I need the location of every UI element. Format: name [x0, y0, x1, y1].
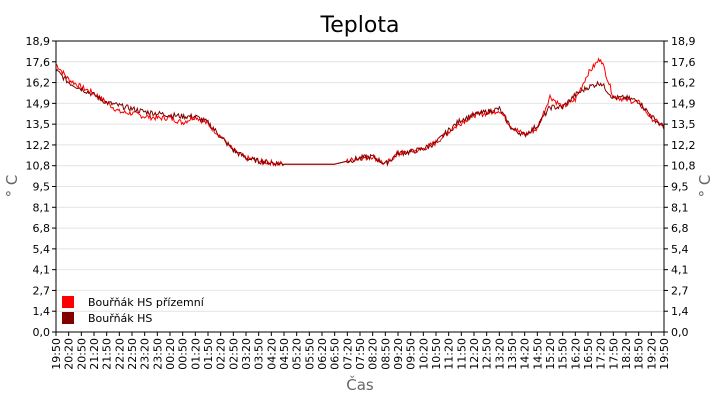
y-tick-label-left: 14,9 — [26, 97, 51, 110]
x-tick-label: 15:50 — [557, 338, 570, 370]
x-tick-label: 09:20 — [392, 338, 405, 370]
x-tick-label: 03:50 — [253, 338, 266, 370]
y-tick-label-right: 1,4 — [671, 305, 689, 318]
x-tick-label: 08:50 — [379, 338, 392, 370]
x-tick-label: 23:50 — [151, 338, 164, 370]
x-tick-label: 06:50 — [329, 338, 342, 370]
legend-label: Bouřňák HS — [88, 312, 152, 325]
x-tick-label: 05:20 — [291, 338, 304, 370]
x-tick-label: 22:20 — [113, 338, 126, 370]
y-tick-label-right: 9,5 — [671, 181, 689, 194]
x-tick-label: 01:20 — [189, 338, 202, 370]
y-tick-label-left: 13,5 — [26, 118, 51, 131]
x-tick-label: 21:20 — [88, 338, 101, 370]
x-tick-label: 00:50 — [177, 338, 190, 370]
grid-lines — [56, 40, 664, 333]
legend-swatch — [62, 312, 74, 324]
x-tick-label: 14:20 — [519, 338, 532, 370]
y-tick-label-left: 18,9 — [26, 35, 51, 48]
x-tick-label: 11:20 — [443, 338, 456, 370]
axes: 0,0 0,0 1,4 1,4 2,7 2,7 4,1 4,1 5,4 5,4 6,8 6,8 8,1 8… — [26, 35, 696, 370]
y-axis-label-right: ° C — [696, 175, 714, 198]
x-tick-label: 05:50 — [303, 338, 316, 370]
x-tick-label: 13:20 — [493, 338, 506, 370]
x-tick-label: 03:20 — [240, 338, 253, 370]
x-tick-label: 04:20 — [265, 338, 278, 370]
y-tick-label-right: 16,2 — [671, 77, 696, 90]
x-tick-label: 13:50 — [506, 338, 519, 370]
x-tick-label: 00:20 — [164, 338, 177, 370]
x-tick-label: 02:50 — [227, 338, 240, 370]
x-tick-label: 08:20 — [367, 338, 380, 370]
x-tick-label: 19:50 — [658, 338, 671, 370]
legend: Bouřňák HS přízemní Bouřňák HS — [62, 296, 205, 325]
legend-swatch — [62, 296, 74, 308]
y-tick-label-right: 6,8 — [671, 222, 689, 235]
x-axis-label: Čas — [346, 375, 374, 394]
x-tick-label: 14:50 — [531, 338, 544, 370]
y-tick-label-left: 5,4 — [33, 243, 51, 256]
x-tick-label: 23:20 — [139, 338, 152, 370]
y-tick-label-right: 14,9 — [671, 97, 696, 110]
x-tick-label: 01:50 — [202, 338, 215, 370]
y-tick-label-left: 9,5 — [33, 181, 51, 194]
y-tick-label-left: 1,4 — [33, 305, 51, 318]
y-tick-label-left: 0,0 — [33, 326, 51, 339]
y-tick-label-left: 17,6 — [26, 56, 51, 69]
x-tick-label: 10:20 — [417, 338, 430, 370]
x-tick-label: 19:50 — [50, 338, 63, 370]
y-tick-label-right: 0,0 — [671, 326, 689, 339]
y-tick-label-right: 17,6 — [671, 56, 696, 69]
x-tick-label: 06:20 — [316, 338, 329, 370]
x-tick-label: 17:50 — [607, 338, 620, 370]
x-tick-label: 19:20 — [645, 338, 658, 370]
x-tick-label: 22:50 — [126, 338, 139, 370]
y-tick-label-right: 10,8 — [671, 160, 696, 173]
x-tick-label: 21:50 — [101, 338, 114, 370]
x-tick-label: 20:20 — [63, 338, 76, 370]
y-tick-label-right: 12,2 — [671, 139, 696, 152]
y-tick-label-left: 2,7 — [33, 284, 51, 297]
y-tick-label-left: 10,8 — [26, 160, 51, 173]
x-tick-label: 09:50 — [405, 338, 418, 370]
y-tick-label-right: 8,1 — [671, 201, 689, 214]
y-tick-label-right: 5,4 — [671, 243, 689, 256]
x-tick-label: 12:20 — [468, 338, 481, 370]
x-tick-label: 04:50 — [278, 338, 291, 370]
series-line-1 — [55, 68, 665, 167]
plot-frame — [55, 40, 665, 333]
x-tick-label: 15:20 — [544, 338, 557, 370]
legend-label: Bouřňák HS přízemní — [88, 296, 205, 309]
x-tick-label: 11:50 — [455, 338, 468, 370]
y-tick-label-right: 2,7 — [671, 284, 689, 297]
y-tick-label-right: 4,1 — [671, 264, 689, 277]
x-tick-label: 16:20 — [569, 338, 582, 370]
y-tick-label-left: 16,2 — [26, 77, 51, 90]
x-tick-label: 18:20 — [620, 338, 633, 370]
y-tick-label-right: 18,9 — [671, 35, 696, 48]
y-tick-label-left: 12,2 — [26, 139, 51, 152]
x-tick-label: 12:50 — [481, 338, 494, 370]
x-tick-label: 02:20 — [215, 338, 228, 370]
y-tick-label-left: 8,1 — [33, 201, 51, 214]
chart-title: Teplota — [320, 13, 400, 38]
y-tick-label-right: 13,5 — [671, 118, 696, 131]
x-tick-label: 20:50 — [75, 338, 88, 370]
series-line-0 — [55, 57, 665, 167]
x-tick-label: 16:50 — [582, 338, 595, 370]
x-tick-label: 18:50 — [633, 338, 646, 370]
y-tick-label-left: 6,8 — [33, 222, 51, 235]
y-axis-label-left: ° C — [3, 175, 21, 198]
x-tick-label: 10:50 — [430, 338, 443, 370]
x-tick-label: 17:20 — [595, 338, 608, 370]
x-tick-label: 07:20 — [341, 338, 354, 370]
series-lines — [55, 57, 665, 167]
x-tick-label: 07:50 — [354, 338, 367, 370]
y-tick-label-left: 4,1 — [33, 264, 51, 277]
